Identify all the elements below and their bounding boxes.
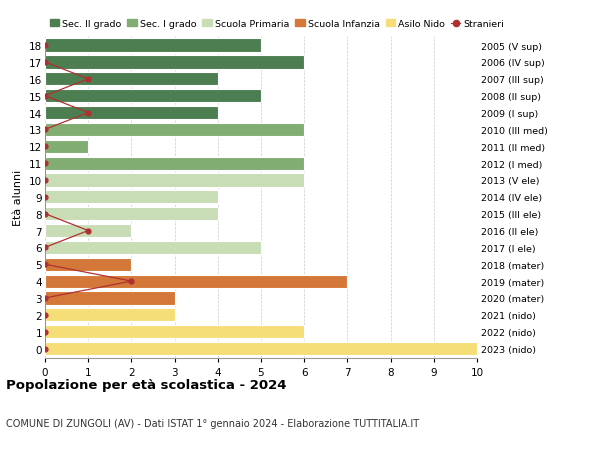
Bar (45, 292, 175, 305)
Bar (45, 275, 347, 288)
Text: Popolazione per età scolastica - 2024: Popolazione per età scolastica - 2024 (6, 379, 287, 392)
Bar (45, 325, 304, 338)
Bar (45, 56, 304, 69)
Legend: Sec. II grado, Sec. I grado, Scuola Primaria, Scuola Infanzia, Asilo Nido, Stran: Sec. II grado, Sec. I grado, Scuola Prim… (50, 20, 505, 29)
Bar (45, 157, 304, 170)
Bar (45, 308, 175, 322)
Bar (45, 73, 218, 86)
Y-axis label: Età alunni: Età alunni (13, 169, 23, 225)
Bar (45, 90, 261, 103)
Bar (45, 191, 218, 204)
Bar (45, 224, 131, 238)
Bar (45, 258, 131, 271)
Bar (45, 174, 304, 187)
Bar (45, 241, 261, 254)
Bar (45, 39, 261, 52)
Text: COMUNE DI ZUNGOLI (AV) - Dati ISTAT 1° gennaio 2024 - Elaborazione TUTTITALIA.IT: COMUNE DI ZUNGOLI (AV) - Dati ISTAT 1° g… (6, 418, 419, 428)
Bar (45, 342, 477, 355)
Bar (45, 140, 88, 153)
Bar (45, 123, 304, 137)
Bar (45, 207, 218, 221)
Bar (45, 106, 218, 120)
